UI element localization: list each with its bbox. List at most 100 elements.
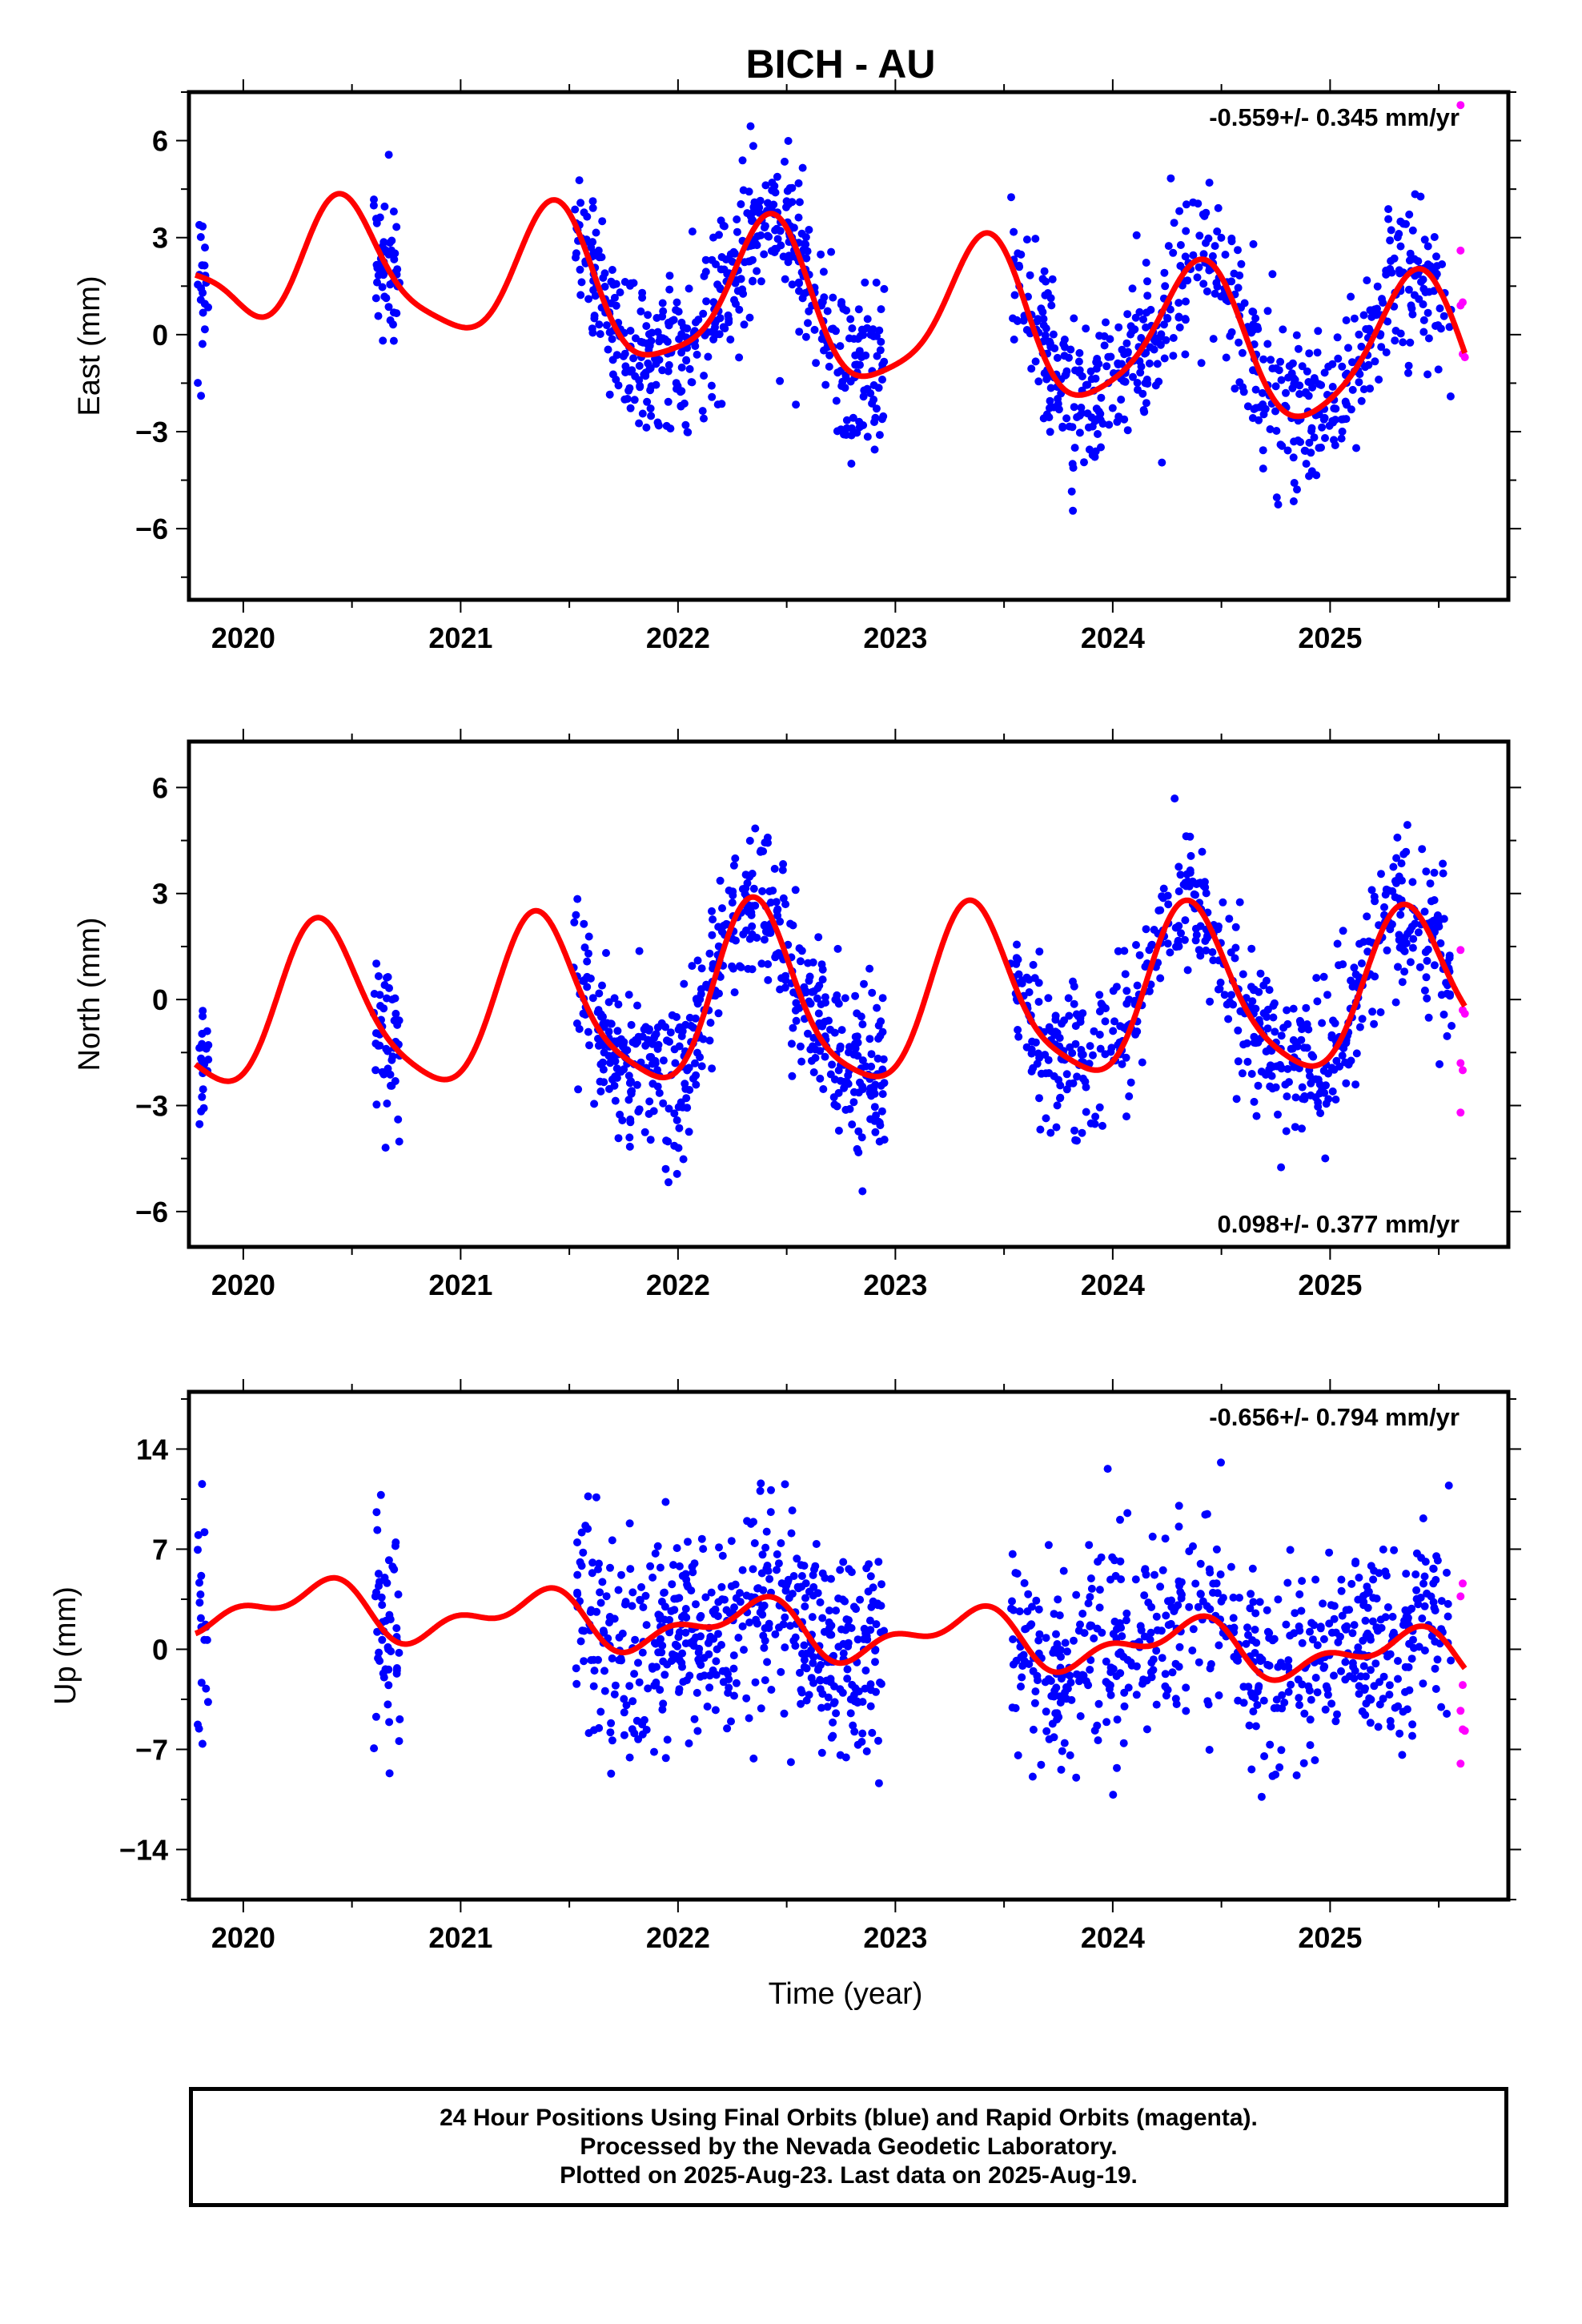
- data-point-final: [1239, 1040, 1248, 1049]
- data-point-final: [740, 320, 749, 329]
- y-axis-label: North (mm): [73, 917, 106, 1071]
- data-point-rapid: [1456, 1759, 1465, 1768]
- data-point-final: [1325, 1548, 1334, 1557]
- data-point-final: [646, 386, 655, 395]
- data-point-final: [854, 305, 863, 314]
- data-point-final: [1132, 231, 1141, 239]
- data-point-final: [627, 1088, 635, 1096]
- x-tick-label: 2022: [646, 1269, 710, 1301]
- data-point-final: [1156, 974, 1165, 983]
- data-point-final: [1097, 393, 1106, 402]
- data-point-final: [730, 1691, 738, 1700]
- data-point-final: [690, 1715, 699, 1723]
- data-point-final: [784, 258, 793, 267]
- data-point-final: [823, 1703, 832, 1711]
- data-point-final: [742, 1591, 751, 1600]
- data-point-final: [1305, 349, 1314, 358]
- data-point-final: [385, 1718, 394, 1727]
- data-point-final: [196, 233, 205, 241]
- data-point-final: [1070, 403, 1078, 412]
- data-point-final: [1431, 1664, 1439, 1673]
- data-point-final: [1415, 963, 1424, 971]
- data-point-final: [1297, 1035, 1306, 1044]
- data-point-final: [1093, 1721, 1102, 1730]
- data-point-final: [1295, 1590, 1304, 1598]
- data-point-final: [1235, 1594, 1243, 1602]
- data-point-final: [1300, 1709, 1309, 1718]
- data-point-final: [797, 1688, 806, 1697]
- data-point-final: [1379, 1672, 1388, 1681]
- data-point-final: [576, 265, 584, 274]
- data-point-final: [774, 1559, 783, 1568]
- data-point-final: [1070, 444, 1079, 452]
- data-point-final: [1046, 294, 1055, 303]
- data-point-final: [1267, 356, 1275, 364]
- data-point-final: [706, 1632, 715, 1641]
- data-point-final: [1398, 978, 1407, 987]
- data-point-final: [842, 1615, 851, 1624]
- data-point-final: [1399, 850, 1408, 858]
- data-point-final: [866, 1626, 875, 1634]
- data-point-final: [1239, 1683, 1248, 1691]
- data-point-final: [614, 1586, 623, 1594]
- data-point-final: [788, 1506, 797, 1515]
- data-point-final: [1400, 967, 1409, 976]
- data-point-final: [202, 1684, 211, 1693]
- data-point-final: [1114, 323, 1123, 332]
- data-point-final: [1084, 1599, 1093, 1608]
- data-point-final: [849, 1098, 858, 1107]
- data-point-final: [1172, 1700, 1181, 1708]
- data-point-final: [795, 198, 804, 207]
- data-point-final: [195, 1598, 204, 1607]
- data-point-final: [1162, 1611, 1170, 1620]
- data-point-final: [781, 971, 790, 980]
- data-point-final: [1095, 332, 1104, 340]
- data-point-final: [717, 1641, 725, 1649]
- data-point-final: [866, 1572, 875, 1581]
- data-point-final: [590, 1100, 599, 1108]
- data-point-final: [604, 345, 612, 354]
- data-point-final: [767, 1486, 775, 1494]
- data-point-final: [614, 381, 623, 390]
- x-tick-label: 2025: [1298, 1269, 1362, 1301]
- data-point-final: [768, 179, 777, 187]
- data-point-final: [1253, 1701, 1262, 1709]
- data-point-final: [778, 866, 787, 875]
- data-point-final: [389, 207, 398, 216]
- data-point-final: [1331, 404, 1340, 413]
- data-point-final: [1272, 1695, 1281, 1704]
- data-point-final: [848, 324, 857, 332]
- data-point-final: [669, 1650, 677, 1659]
- data-point-final: [1199, 250, 1208, 259]
- data-point-final: [608, 1736, 616, 1745]
- data-point-final: [1034, 377, 1043, 386]
- data-point-final: [1109, 1791, 1118, 1799]
- data-point-final: [1279, 1663, 1288, 1671]
- data-point-final: [1185, 1547, 1194, 1556]
- x-tick-label: 2025: [1298, 1921, 1362, 1954]
- data-point-final: [753, 241, 761, 250]
- data-point-final: [1443, 1710, 1452, 1718]
- data-point-final: [1331, 1096, 1340, 1104]
- data-point-final: [1394, 1675, 1402, 1683]
- data-point-final: [1185, 1602, 1194, 1611]
- data-point-final: [818, 975, 827, 984]
- data-point-final: [1298, 1083, 1307, 1092]
- data-point-final: [707, 1588, 716, 1597]
- data-point-final: [1330, 1602, 1339, 1610]
- data-point-final: [196, 1614, 205, 1622]
- data-point-final: [1095, 1103, 1104, 1112]
- data-point-final: [1396, 933, 1404, 941]
- data-point-final: [579, 1548, 588, 1557]
- data-point-final: [1058, 1747, 1066, 1755]
- data-point-final: [877, 1107, 886, 1116]
- data-point-final: [1247, 328, 1255, 337]
- data-point-final: [1398, 1751, 1407, 1759]
- data-point-final: [1239, 388, 1248, 396]
- data-point-final: [1333, 333, 1342, 342]
- data-point-final: [693, 956, 702, 965]
- data-point-rapid: [1456, 1108, 1465, 1117]
- data-point-final: [716, 876, 725, 885]
- data-point-final: [853, 335, 862, 344]
- data-point-final: [1194, 1602, 1203, 1611]
